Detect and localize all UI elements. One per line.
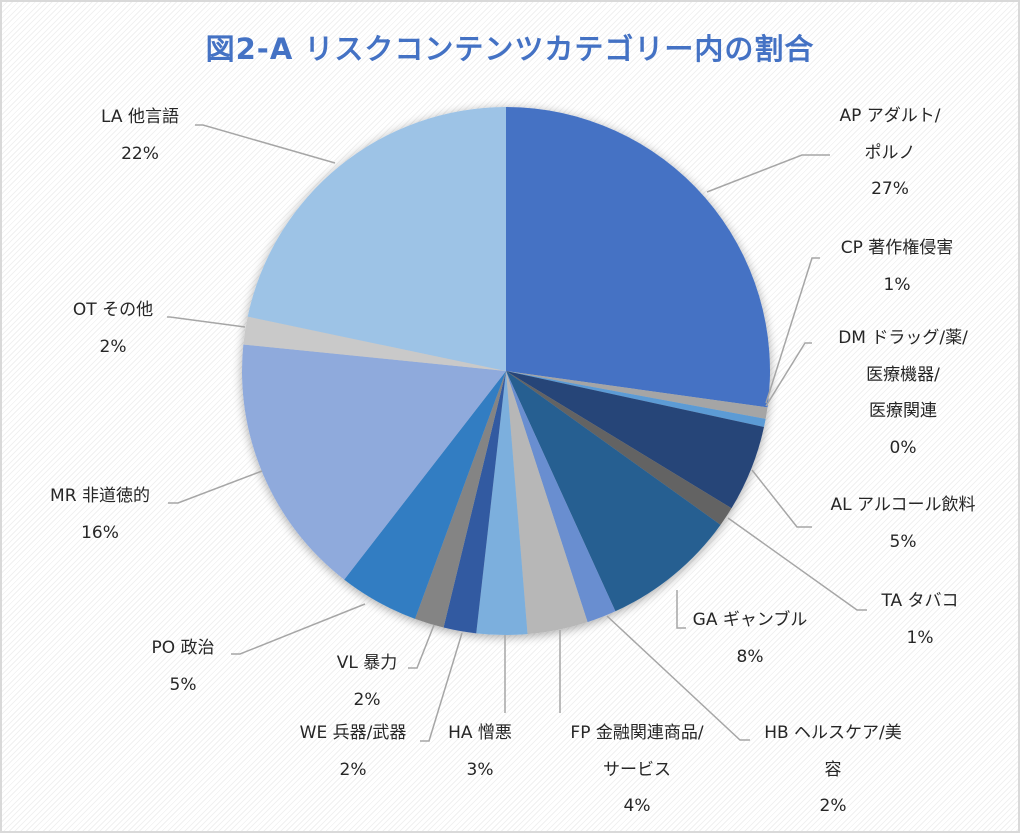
leader-line-ta	[727, 517, 867, 611]
data-label-text: サービス	[602, 759, 671, 780]
data-label-percent: 4%	[623, 796, 651, 816]
leader-line-po	[231, 603, 366, 655]
data-label-percent: 22%	[121, 143, 159, 164]
data-label-ap: AP アダルト/ポルノ 27%	[839, 98, 940, 208]
data-label-text: PO 政治	[151, 638, 215, 658]
pie-slice-dm	[506, 371, 766, 427]
data-label-al: AL アルコール飲料 5%	[831, 487, 976, 560]
data-label-po: PO 政治 5%	[151, 630, 214, 703]
leader-line-dm	[765, 342, 812, 407]
data-label-text: 容	[824, 759, 842, 780]
pie-slice-vl	[415, 371, 506, 628]
data-label-text: WE 兵器/武器	[299, 723, 407, 743]
pie-slice-ga	[506, 371, 721, 612]
pie-slice-fp	[506, 371, 588, 635]
chart-title: 図2-A リスクコンテンツカテゴリー内の割合	[205, 32, 815, 66]
data-label-ga: GA ギャンブル 8%	[693, 602, 808, 675]
pie-slice-po	[344, 371, 506, 619]
data-label-percent: 2%	[819, 796, 847, 816]
data-label-percent: 5%	[889, 531, 917, 552]
data-label-we: WE 兵器/武器 2%	[300, 715, 407, 788]
data-label-percent: 27%	[871, 179, 909, 199]
data-label-text: 医療関連	[869, 401, 937, 421]
data-label-percent: 16%	[81, 522, 119, 543]
data-label-cp: CP 著作権侵害 1%	[841, 230, 954, 303]
data-label-text: TA タバコ	[881, 591, 959, 611]
data-label-text: MR 非道徳的	[50, 486, 150, 506]
pie-slice-ta	[506, 371, 732, 525]
pie-slice-al	[506, 371, 764, 509]
leader-line-hb	[606, 615, 750, 741]
data-label-text: FP 金融関連商品/	[570, 723, 704, 743]
data-label-text: LA 他言語	[101, 107, 179, 127]
data-label-ha: HA 憎悪 3%	[448, 715, 512, 788]
data-label-percent: 8%	[736, 646, 764, 667]
data-label-text: HB ヘルスケア/美	[764, 723, 902, 743]
data-label-percent: 5%	[169, 674, 197, 695]
data-label-la: LA 他言語 22%	[101, 99, 179, 172]
leader-line-ga	[676, 590, 686, 629]
data-label-text: DM ドラッグ/薬/	[838, 328, 968, 348]
data-label-percent: 1%	[883, 274, 911, 295]
pie-slice-la	[247, 107, 506, 371]
data-label-fp: FP 金融関連商品/サービス 4%	[570, 715, 703, 825]
leader-line-mr	[168, 470, 263, 504]
leader-line-la	[195, 124, 336, 164]
leader-line-cp	[765, 257, 820, 404]
pie-slice-ha	[476, 371, 528, 636]
data-label-percent: 2%	[339, 759, 367, 780]
data-label-percent: 2%	[99, 336, 127, 357]
pie-slice-ot	[243, 316, 506, 371]
data-label-text: CP 著作権侵害	[840, 238, 954, 258]
data-label-text: AP アダルト/	[839, 106, 941, 126]
leader-line-ap	[706, 154, 830, 193]
data-label-mr: MR 非道徳的 16%	[50, 478, 150, 551]
data-label-text: ポルノ	[864, 142, 916, 163]
leader-line-ot	[167, 316, 246, 328]
leader-line-vl	[408, 624, 435, 669]
data-label-percent: 0%	[889, 437, 917, 458]
data-label-percent: 1%	[906, 627, 934, 648]
pie-slice-we	[443, 371, 506, 634]
data-label-ta: TA タバコ 1%	[881, 583, 958, 656]
leader-line-we	[420, 632, 463, 742]
leader-line-al	[751, 469, 812, 528]
data-label-text: 医療機器/	[866, 364, 940, 385]
pie-slice-ap	[506, 107, 770, 408]
data-label-hb: HB ヘルスケア/美容 2%	[764, 715, 902, 825]
data-label-percent: 2%	[353, 689, 381, 710]
data-label-vl: VL 暴力 2%	[337, 645, 398, 718]
data-label-text: OT その他	[72, 300, 154, 320]
data-label-text: HA 憎悪	[448, 723, 512, 743]
data-label-text: VL 暴力	[336, 653, 398, 673]
pie-slice-hb	[506, 371, 616, 623]
data-label-text: GA ギャンブル	[692, 610, 808, 630]
data-label-text: AL アルコール飲料	[830, 495, 976, 515]
data-label-dm: DM ドラッグ/薬/医療機器/医療関連 0%	[838, 320, 968, 466]
pie-slice-mr	[241, 344, 506, 580]
data-label-percent: 3%	[466, 759, 494, 780]
data-label-ot: OT その他 2%	[73, 292, 153, 365]
pie-slice-cp	[506, 371, 768, 419]
